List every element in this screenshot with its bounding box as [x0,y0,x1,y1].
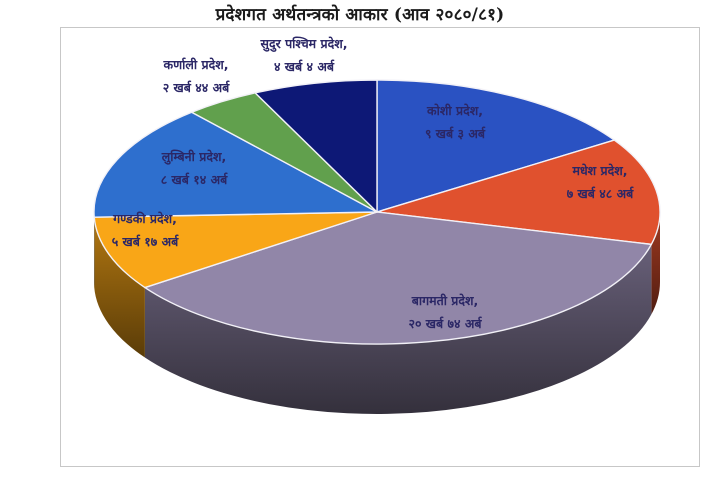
slice-label-value: २ खर्ब ४४ अर्ब [162,80,230,95]
slice-label-value: ८ खर्ब १४ अर्ब [160,172,228,187]
pie-slice-gandaki [93,211,378,289]
slice-label-madhesh: मधेश प्रदेश, ७ खर्ब ४८ अर्ब [567,159,634,205]
slice-label-value: २० खर्ब ७४ अर्ब [408,316,482,331]
pie-slice-sudurpashchim [254,79,378,213]
pie-slice-bagmati [144,211,653,345]
slice-label-gandaki: गण्डकी प्रदेश, ५ खर्ब १७ अर्ब [112,207,179,253]
slice-label-name: कोशी प्रदेश, [427,103,483,118]
slice-label-value: ९ खर्ब ३ अर्ब [424,126,486,141]
slice-label-value: ७ खर्ब ४८ अर्ब [566,186,634,201]
slice-label-name: सुदुर पश्चिम प्रदेश, [260,36,348,51]
pie-wall-bagmati [144,244,652,415]
slice-label-name: मधेश प्रदेश, [572,163,628,178]
slice-label-value: ५ खर्ब १७ अर्ब [111,234,179,249]
slice-label-sudurpashchim: सुदुर पश्चिम प्रदेश, ४ खर्ब ४ अर्ब [261,32,348,78]
pie-slice-madhesh [376,139,661,246]
slice-label-name: कर्णाली प्रदेश, [163,57,229,72]
pie-slice-lumbini [93,111,378,218]
slice-label-lumbini: लुम्बिनी प्रदेश, ८ खर्ब १४ अर्ब [161,145,228,191]
slice-label-name: लुम्बिनी प्रदेश, [161,149,227,164]
slice-label-karnali: कर्णाली प्रदेश, २ खर्ब ४४ अर्ब [163,53,230,99]
slice-label-name: बागमती प्रदेश, [411,293,479,308]
pie-slice-koshi [376,79,616,213]
chart-title: प्रदेशगत अर्थतन्त्रको आकार (आव २०८०/८१) [215,5,505,25]
slice-label-bagmati: बागमती प्रदेश, २० खर्ब ७४ अर्ब [408,289,481,335]
slice-label-koshi: कोशी प्रदेश, ९ खर्ब ३ अर्ब [425,99,485,145]
slice-label-value: ४ खर्ब ४ अर्ब [273,59,335,74]
slice-label-name: गण्डकी प्रदेश, [113,211,177,226]
pie-wall-madhesh [651,212,660,315]
